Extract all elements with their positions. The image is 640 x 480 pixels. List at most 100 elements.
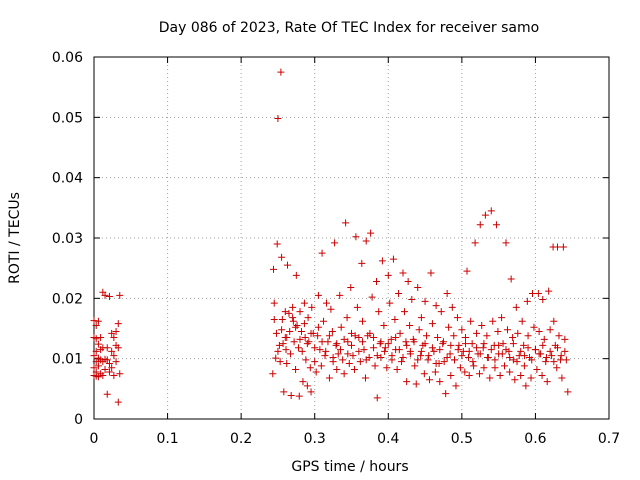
data-point bbox=[301, 334, 309, 342]
data-point bbox=[361, 374, 369, 382]
data-point bbox=[303, 340, 311, 348]
data-point bbox=[270, 315, 278, 323]
data-point bbox=[112, 328, 120, 336]
data-point bbox=[517, 347, 525, 355]
data-point bbox=[317, 362, 325, 370]
data-point bbox=[465, 347, 473, 355]
data-point bbox=[483, 332, 491, 340]
y-tick-label: 0.05 bbox=[52, 110, 83, 126]
data-point bbox=[455, 341, 463, 349]
data-point bbox=[476, 221, 484, 229]
data-point bbox=[486, 374, 494, 382]
data-point bbox=[283, 334, 291, 342]
data-point bbox=[339, 356, 347, 364]
data-point bbox=[307, 329, 315, 337]
data-point bbox=[114, 398, 122, 406]
data-point bbox=[535, 328, 543, 336]
data-point bbox=[423, 332, 431, 340]
data-point bbox=[489, 317, 497, 325]
data-point bbox=[417, 314, 425, 322]
data-point bbox=[384, 340, 392, 348]
data-point bbox=[303, 382, 311, 390]
data-point bbox=[396, 329, 404, 337]
data-point bbox=[406, 321, 414, 329]
data-point bbox=[556, 356, 564, 364]
data-point bbox=[408, 296, 416, 304]
data-point bbox=[342, 219, 350, 227]
data-point bbox=[501, 362, 509, 370]
data-point bbox=[464, 353, 472, 361]
data-point bbox=[352, 233, 360, 241]
data-point bbox=[94, 317, 102, 325]
data-point bbox=[110, 334, 118, 342]
x-tick-label: 0.7 bbox=[598, 431, 620, 447]
data-point bbox=[512, 303, 520, 311]
data-point bbox=[481, 211, 489, 219]
data-point bbox=[453, 314, 461, 322]
data-point bbox=[527, 374, 535, 382]
data-point bbox=[328, 328, 336, 336]
data-point bbox=[553, 364, 561, 372]
data-point bbox=[355, 334, 363, 342]
data-point bbox=[562, 356, 570, 364]
plot-frame bbox=[93, 56, 610, 420]
data-point bbox=[278, 315, 286, 323]
data-point bbox=[269, 370, 277, 378]
data-point bbox=[509, 356, 517, 364]
data-point bbox=[431, 368, 439, 376]
data-point bbox=[473, 344, 481, 352]
data-point bbox=[359, 338, 367, 346]
data-point bbox=[105, 368, 113, 376]
data-point bbox=[283, 261, 291, 269]
data-point bbox=[428, 344, 436, 352]
data-point bbox=[478, 321, 486, 329]
data-point bbox=[306, 364, 314, 372]
data-point bbox=[502, 346, 510, 354]
y-tick-label: 0 bbox=[74, 412, 83, 428]
data-points bbox=[90, 68, 572, 406]
data-point bbox=[282, 346, 290, 354]
data-point bbox=[324, 338, 332, 346]
data-point bbox=[318, 338, 326, 346]
data-point bbox=[367, 229, 375, 237]
data-point bbox=[554, 243, 561, 251]
data-point bbox=[434, 334, 442, 342]
data-point bbox=[528, 290, 536, 298]
data-point bbox=[400, 308, 408, 316]
data-point bbox=[373, 352, 381, 360]
data-point bbox=[399, 353, 407, 361]
data-point bbox=[103, 344, 111, 352]
data-point bbox=[523, 297, 531, 305]
data-point bbox=[292, 271, 300, 279]
data-point bbox=[302, 356, 310, 364]
data-point bbox=[470, 362, 478, 370]
data-point bbox=[403, 378, 411, 386]
data-point bbox=[502, 239, 510, 247]
data-point bbox=[555, 332, 563, 340]
data-point bbox=[412, 380, 420, 388]
data-point bbox=[278, 326, 286, 334]
data-point bbox=[381, 347, 389, 355]
data-point bbox=[112, 358, 120, 366]
y-tick-label: 0.01 bbox=[52, 352, 83, 368]
data-point bbox=[506, 353, 514, 361]
data-point bbox=[376, 340, 384, 348]
data-point bbox=[505, 347, 513, 355]
data-point bbox=[358, 259, 366, 267]
data-point bbox=[454, 346, 462, 354]
data-point bbox=[322, 299, 330, 307]
axis-ticks bbox=[93, 56, 610, 420]
data-point bbox=[463, 267, 471, 275]
x-tick-label: 0.1 bbox=[156, 431, 178, 447]
data-point bbox=[371, 362, 379, 370]
data-point bbox=[410, 338, 418, 346]
data-point bbox=[520, 341, 528, 349]
data-point bbox=[353, 303, 361, 311]
data-point bbox=[388, 356, 396, 364]
data-point bbox=[322, 347, 330, 355]
data-point bbox=[393, 366, 401, 374]
data-point bbox=[325, 374, 333, 382]
data-point bbox=[417, 352, 425, 360]
data-point bbox=[381, 344, 389, 352]
data-point bbox=[459, 347, 467, 355]
